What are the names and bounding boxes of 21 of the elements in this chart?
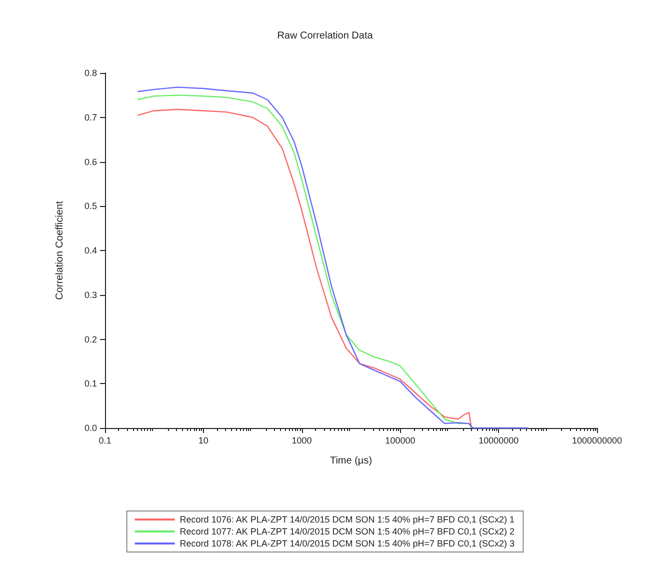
x-axis-title: Time (µs) <box>330 456 372 466</box>
x-tick-label: 1000000000 <box>572 436 622 446</box>
legend-label: Record 1078: AK PLA-ZPT 14/0/2015 DCM SON 1:5 40% pH=7 BFD C0,1 (SCx2) 3 <box>180 538 515 548</box>
y-axis-title: Correlation Coefficient <box>54 200 66 300</box>
x-tick-label: 100000 <box>385 436 416 446</box>
y-tick-label: 0.6 <box>84 156 97 167</box>
y-tick-label: 0.7 <box>84 112 97 122</box>
y-tick-label: 0.4 <box>84 246 97 256</box>
y-tick-label: 0.1 <box>84 378 97 389</box>
x-tick-label: 1000 <box>292 436 312 446</box>
y-tick-label: 0.8 <box>84 68 97 78</box>
legend-label: Record 1077: AK PLA-ZPT 14/0/2015 DCM SON 1:5 40% pH=7 BFD C0,1 (SCx2) 2 <box>180 526 515 536</box>
y-tick-label: 0.2 <box>84 334 97 344</box>
y-tick-label: 0.5 <box>84 201 97 212</box>
y-tick-label: 0.0 <box>84 423 97 433</box>
legend-label: Record 1076: AK PLA-ZPT 14/0/2015 DCM SON 1:5 40% pH=7 BFD C0,1 (SCx2) 1 <box>180 514 515 524</box>
x-tick-label: 0.1 <box>98 436 112 446</box>
x-tick-label: 10 <box>198 436 208 446</box>
x-tick-label: 10000000 <box>478 436 519 446</box>
chart-title: Raw Correlation Data <box>277 30 374 42</box>
y-tick-label: 0.3 <box>84 290 97 300</box>
